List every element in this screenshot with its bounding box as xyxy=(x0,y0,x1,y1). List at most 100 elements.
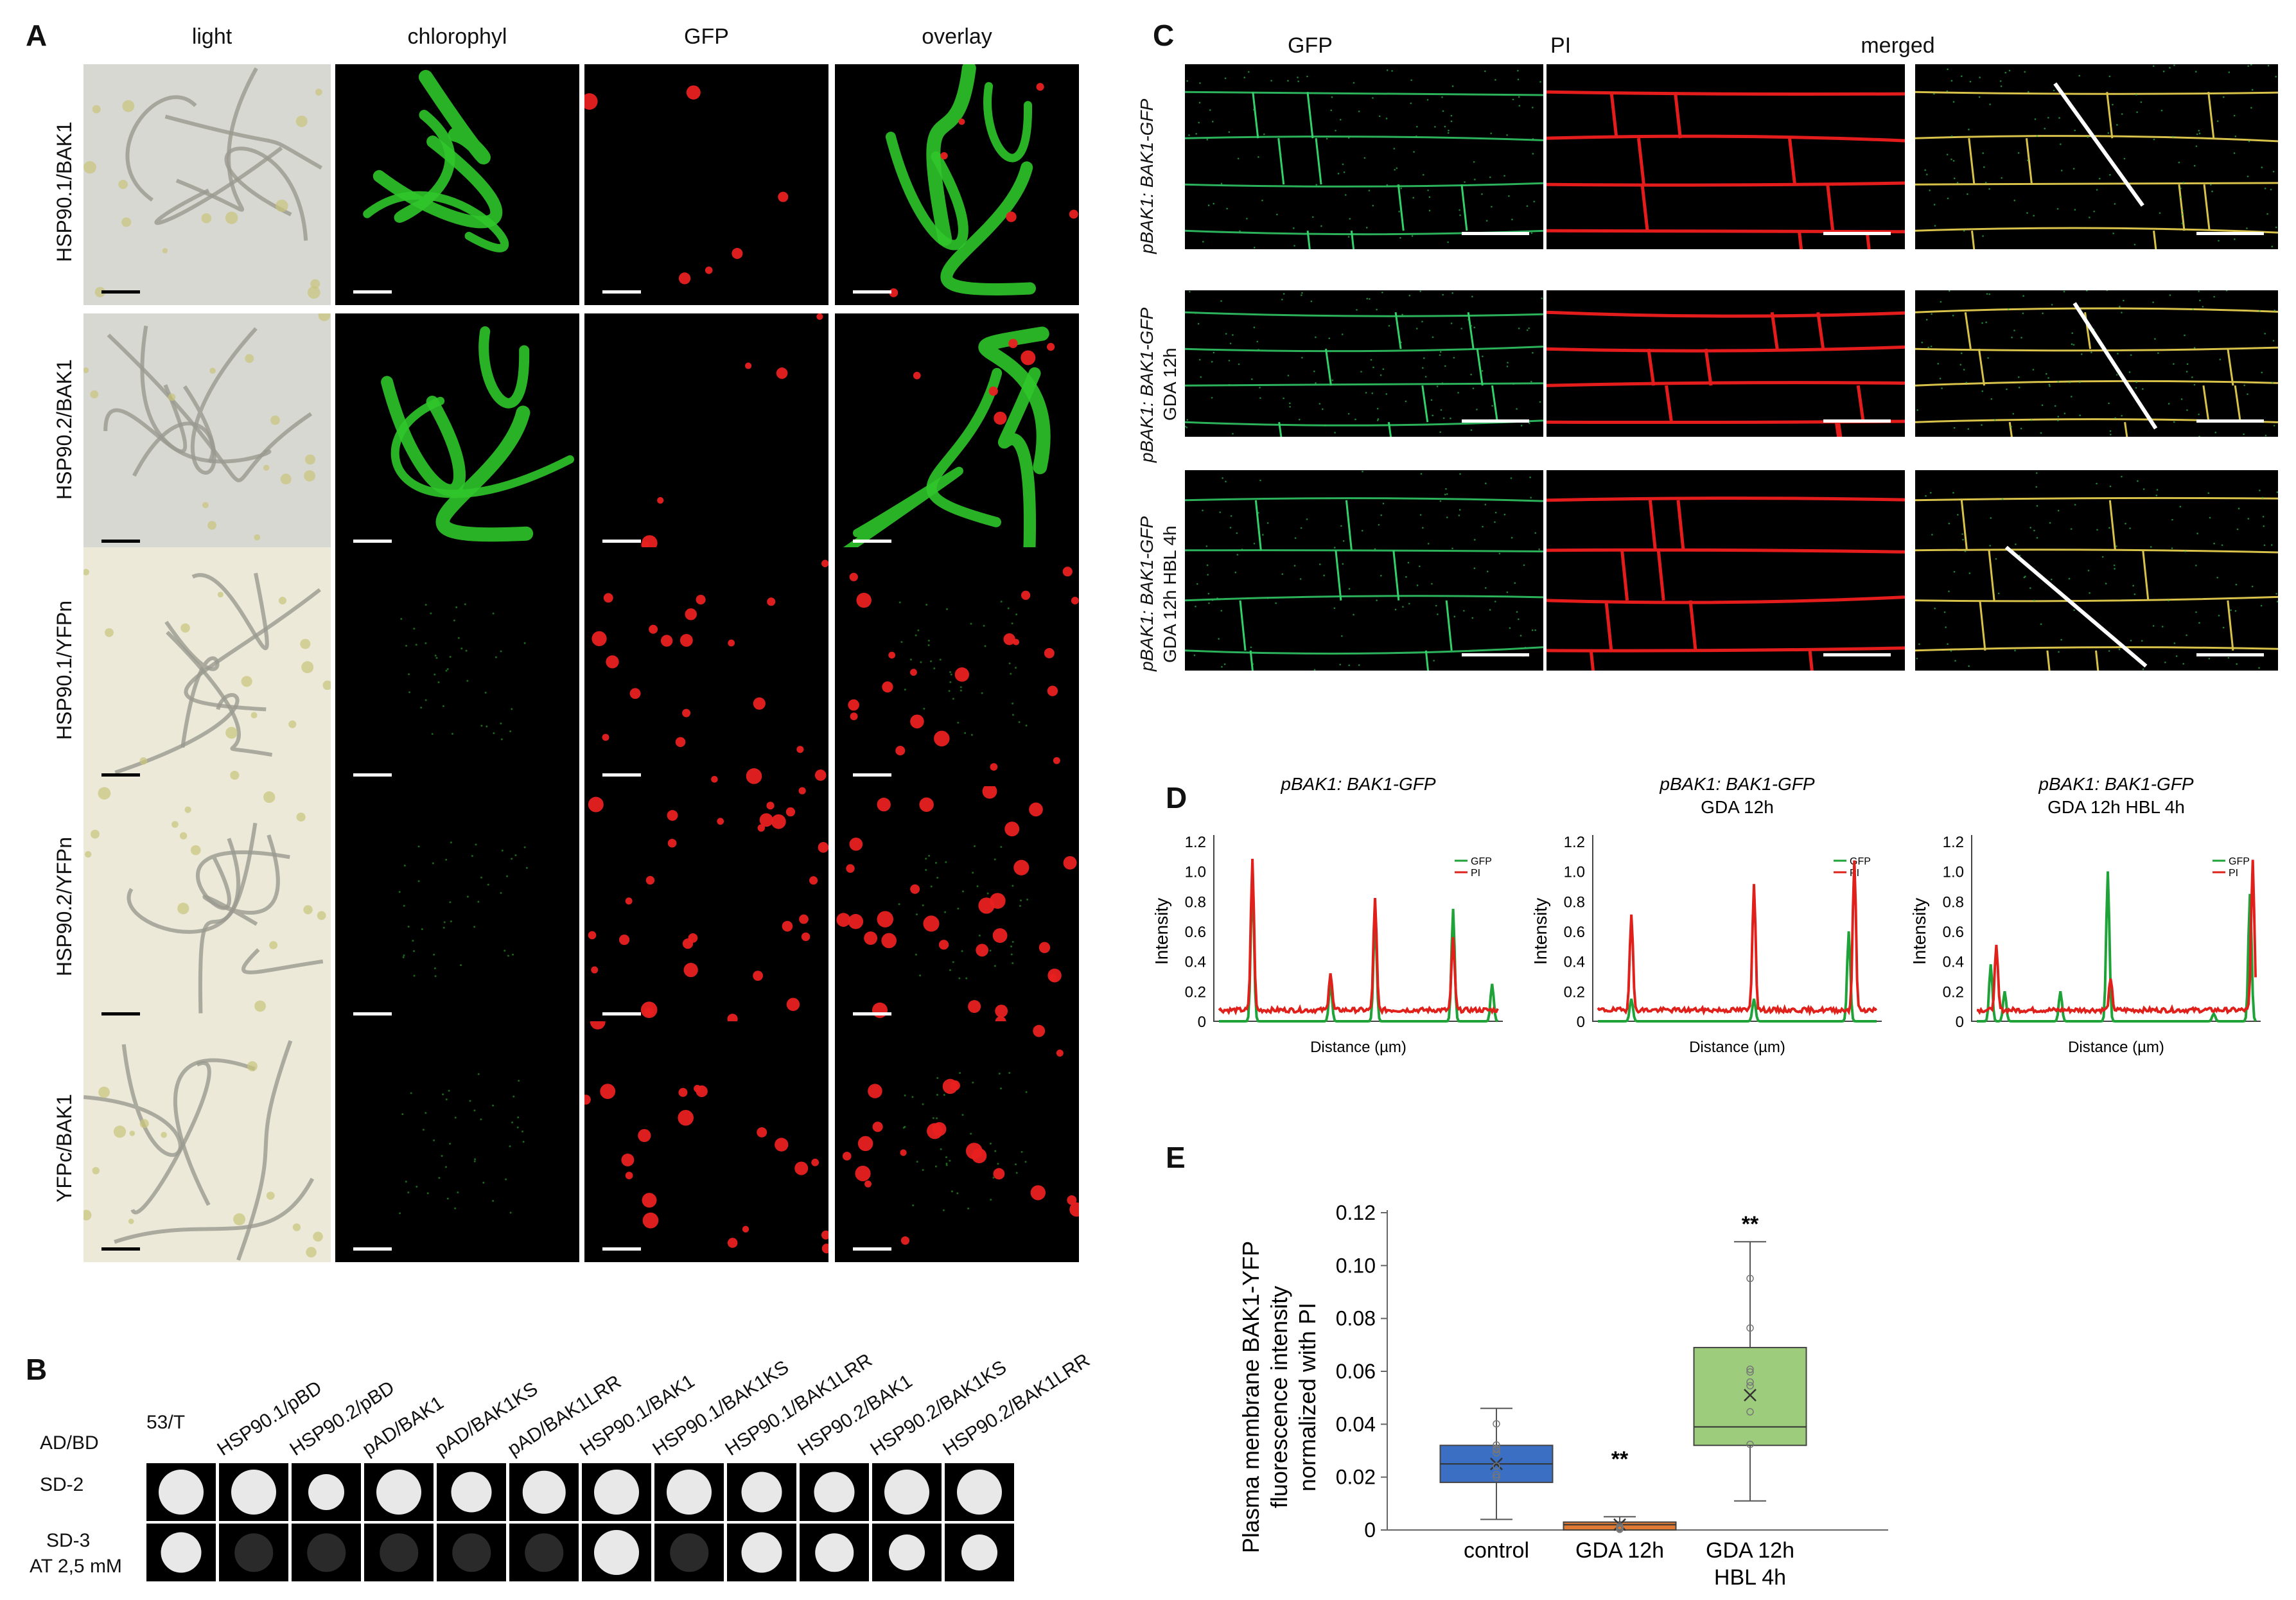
micrograph-tile xyxy=(584,1021,828,1262)
scale-bar xyxy=(353,1247,392,1251)
micrograph-tile xyxy=(335,313,579,554)
panel-c-row-3b: GDA 12h HBL 4h xyxy=(1160,525,1180,663)
data-point xyxy=(1746,1440,1754,1448)
data-point xyxy=(1746,1368,1754,1376)
micrograph-tile xyxy=(83,786,331,1027)
yeast-spot-cell xyxy=(654,1463,724,1521)
scale-bar xyxy=(101,773,140,777)
panel-c-col-pi: PI xyxy=(1550,33,1572,58)
panel-a-row-1: HSP90.1/BAK1 xyxy=(53,121,76,262)
y-tick-label: 1.2 xyxy=(1943,834,1964,851)
panel-b-row-sd2: SD-2 xyxy=(40,1474,84,1495)
y-axis-label-line: fluorescence intensity xyxy=(1266,1286,1292,1508)
panel-a-col-chlorophyl: chlorophyl xyxy=(407,24,507,49)
y-tick-label: 0.06 xyxy=(1336,1360,1376,1383)
panel-a-col-gfp: GFP xyxy=(684,24,729,49)
scale-bar xyxy=(101,1012,140,1015)
yeast-spot-cell xyxy=(582,1463,651,1521)
category-label: control xyxy=(1464,1538,1529,1563)
micrograph-tile xyxy=(83,64,331,305)
micrograph-tile xyxy=(335,547,579,788)
profile-title: pBAK1: BAK1-GFP xyxy=(1659,774,1815,794)
panel-a-label: A xyxy=(26,19,48,52)
yeast-spot-cell xyxy=(364,1463,434,1521)
y-tick-label: 0.6 xyxy=(1185,924,1206,941)
y-axis-label-line: Plasma membrane BAK1-YFP xyxy=(1238,1241,1264,1553)
intensity-profile-plot: pBAK1: BAK1-GFP GDA 12h 1.2 1.0 0.8 0.6 0.4 0.2… xyxy=(1530,774,1882,1056)
profile-series-pi xyxy=(1218,859,1499,1015)
yeast-spot-cell xyxy=(437,1463,506,1521)
scale-bar xyxy=(353,540,392,543)
scale-bar xyxy=(1462,653,1529,656)
panel-c-col-gfp: GFP xyxy=(1288,33,1333,58)
scale-bar xyxy=(853,1247,891,1251)
yeast-spot-cell xyxy=(146,1463,216,1521)
legend-entry: PI xyxy=(1471,868,1480,879)
y-tick-label: 0.2 xyxy=(1564,983,1585,1001)
data-point xyxy=(1493,1441,1500,1449)
panel-b-label: B xyxy=(26,1353,48,1386)
y-tick-label: 1.2 xyxy=(1564,834,1585,851)
significance-marker: ** xyxy=(1611,1447,1629,1472)
y-tick-label: 1.0 xyxy=(1564,864,1585,881)
legend-entry: GFP xyxy=(1850,856,1871,867)
yeast-column-label: 53/T xyxy=(146,1412,186,1433)
yeast-spot-cell xyxy=(509,1524,579,1581)
root-cell-tile xyxy=(1185,290,1543,437)
legend-entry: GFP xyxy=(2229,856,2250,867)
micrograph-tile xyxy=(335,1021,579,1262)
data-point xyxy=(1746,1274,1754,1283)
panel-a-row-3: HSP90.1/YFPn xyxy=(53,601,76,740)
data-point xyxy=(1746,1324,1754,1332)
category-label: HBL 4h xyxy=(1714,1565,1786,1587)
y-tick-label: 0.4 xyxy=(1564,954,1585,971)
data-point xyxy=(1493,1445,1500,1453)
scale-bar xyxy=(2196,419,2264,423)
profile-series-gfp xyxy=(1977,871,2257,1023)
y-tick-label: 0.10 xyxy=(1336,1254,1376,1277)
micrograph-tile xyxy=(835,786,1079,1027)
y-tick-label: 1.0 xyxy=(1185,864,1206,881)
y-tick-label: 0.8 xyxy=(1185,893,1206,911)
scale-bar xyxy=(353,290,392,294)
yeast-spot-cell xyxy=(292,1524,361,1581)
scale-bar xyxy=(602,540,641,543)
scale-bar xyxy=(853,773,891,777)
yeast-spot-cell xyxy=(364,1524,434,1581)
data-point xyxy=(1493,1449,1500,1457)
panel-a-col-overlay: overlay xyxy=(922,24,992,49)
profile-title: pBAK1: BAK1-GFP xyxy=(2038,774,2194,794)
yeast-column-label: HSP90.2/BAK1KS xyxy=(866,1356,1011,1461)
micrograph-tile xyxy=(584,547,828,788)
scale-bar xyxy=(1823,419,1891,423)
profile-subtitle: GDA 12h xyxy=(1701,797,1774,817)
category-label: GDA 12h xyxy=(1706,1538,1794,1563)
yeast-spot-cell xyxy=(872,1524,942,1581)
scale-bar xyxy=(2196,653,2264,656)
yeast-spot-cell xyxy=(654,1524,724,1581)
panel-a-row-2: HSP90.2/BAK1 xyxy=(53,359,76,500)
y-tick-label: 0.4 xyxy=(1185,954,1206,971)
y-tick-label: 0.2 xyxy=(1943,983,1964,1001)
scale-bar xyxy=(353,1012,392,1015)
panel-c-label: C xyxy=(1153,19,1175,52)
scale-bar xyxy=(853,290,891,294)
y-tick-label: 0.08 xyxy=(1336,1307,1376,1330)
root-cell-tile xyxy=(1547,290,1905,437)
data-point xyxy=(1493,1471,1500,1479)
y-axis-label: Intensity xyxy=(1530,898,1550,965)
profile-series-gfp xyxy=(1598,931,1877,1023)
scale-bar xyxy=(853,540,891,543)
scale-bar xyxy=(602,773,641,777)
micrograph-tile xyxy=(83,547,331,788)
data-point xyxy=(1493,1420,1500,1428)
y-tick-label: 0.8 xyxy=(1564,893,1585,911)
panel-b-row-header: AD/BD xyxy=(40,1432,99,1454)
micrograph-tile xyxy=(835,64,1079,305)
mean-marker xyxy=(1490,1457,1503,1470)
scale-bar xyxy=(602,290,641,294)
yeast-spot-cell xyxy=(292,1463,361,1521)
micrograph-tile xyxy=(835,547,1079,788)
y-tick-label: 0 xyxy=(1577,1014,1585,1031)
category-label: GDA 12h xyxy=(1575,1538,1664,1563)
